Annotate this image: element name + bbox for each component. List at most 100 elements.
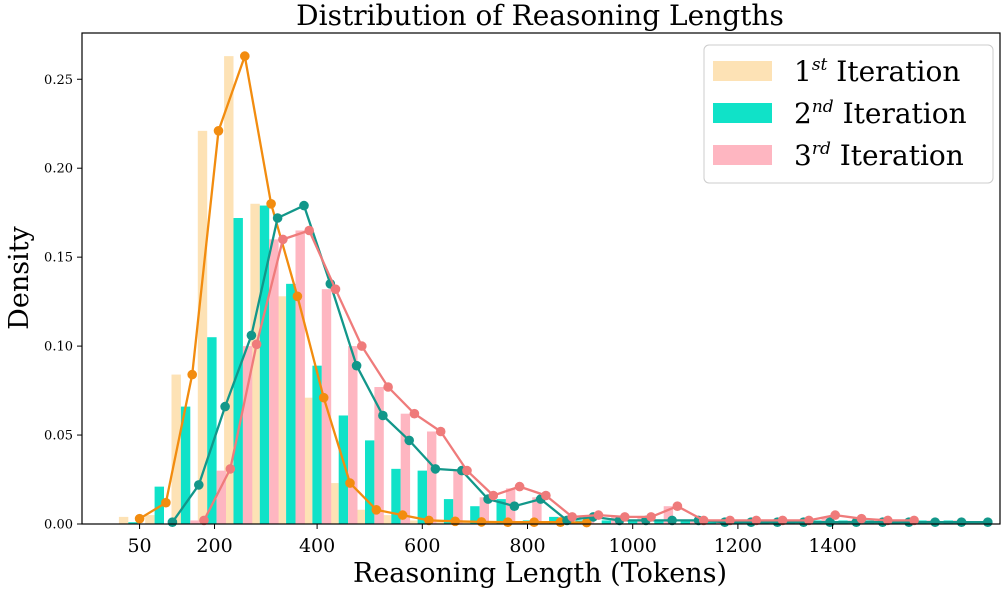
line-point-series-3-22	[777, 515, 788, 526]
line-point-series-1-1	[161, 497, 171, 508]
line-point-series-3-7	[383, 382, 393, 392]
line-point-series-3-3	[278, 234, 288, 245]
bar-series-2-bin-12	[443, 499, 454, 524]
bar-series-1-bin-9	[355, 509, 365, 524]
line-point-series-1-14	[503, 517, 513, 527]
bar-series-2-bin-5	[259, 205, 270, 524]
bar-series-1-bin-12	[434, 521, 444, 524]
line-point-series-3-18	[672, 501, 683, 512]
line-point-series-3-1	[225, 464, 236, 474]
line-point-series-3-8	[409, 408, 420, 419]
bar-series-1-bin-13	[460, 521, 471, 524]
bar-series-1-bin-8	[329, 483, 339, 524]
legend-label-series-3: 3rd Iteration	[794, 139, 964, 172]
bar-series-1-bin-4	[224, 56, 234, 524]
line-point-series-2-3	[246, 330, 257, 341]
line-point-series-3-9	[435, 426, 446, 437]
line-point-series-2-5	[299, 200, 309, 211]
line-point-series-1-4	[240, 51, 250, 61]
line-point-series-2-10	[430, 464, 441, 474]
y-tick-label: 0.20	[44, 162, 73, 177]
line-point-series-3-24	[830, 510, 840, 520]
bar-series-1-bin-5	[250, 203, 260, 524]
line-point-series-1-8	[345, 478, 355, 488]
line-point-series-3-20	[725, 515, 735, 526]
y-tick-label: 0.05	[44, 429, 73, 444]
y-tick-label: 0.00	[44, 518, 73, 533]
line-point-series-1-13	[476, 517, 487, 527]
legend-swatch-series-3	[713, 145, 772, 165]
line-point-series-2-30	[956, 517, 967, 527]
line-point-series-1-3	[213, 126, 224, 136]
line-point-series-2-7	[351, 360, 362, 371]
x-axis-ticks: 50 200 400 600 800 1000 1200 1400	[127, 524, 857, 557]
line-point-series-2-31	[983, 517, 993, 527]
bar-series-2-bin-10	[391, 468, 401, 524]
bar-series-3-bin-11	[427, 431, 437, 524]
x-tick-label: 400	[299, 535, 335, 557]
bar-series-3-bin-8	[348, 346, 358, 524]
bar-series-2-bin-2	[180, 406, 191, 524]
line-point-series-3-26	[883, 515, 893, 526]
bar-series-1-bin-0	[118, 516, 129, 524]
x-tick-label: 600	[404, 535, 440, 557]
y-axis-label: Density	[4, 225, 35, 329]
line-point-series-2-29	[930, 517, 940, 527]
line-point-series-1-9	[371, 505, 382, 515]
line-point-series-2-9	[404, 435, 415, 446]
line-point-series-1-11	[424, 515, 434, 526]
line-point-series-2-8	[378, 410, 388, 421]
line-point-series-3-4	[304, 225, 315, 236]
bar-series-2-bin-3	[207, 337, 217, 524]
line-point-series-1-2	[187, 369, 197, 380]
bar-series-2-bin-20	[654, 520, 664, 524]
x-tick-label: 50	[127, 535, 151, 557]
line-point-series-1-6	[292, 291, 303, 302]
line-point-series-3-13	[541, 490, 551, 501]
bar-series-2-bin-8	[338, 415, 349, 524]
line-point-series-1-12	[450, 516, 461, 527]
line-point-series-1-0	[134, 513, 145, 524]
line-point-series-2-13	[509, 501, 520, 512]
line-point-series-3-14	[567, 512, 577, 522]
bar-series-1-bin-3	[197, 130, 208, 524]
y-tick-label: 0.10	[44, 340, 73, 355]
bar-series-2-bin-13	[470, 506, 480, 524]
bar-series-3-bin-15	[532, 497, 542, 524]
x-tick-label: 1000	[609, 535, 657, 557]
line-point-series-3-23	[804, 515, 814, 526]
plot-area-frame	[81, 32, 1001, 525]
bar-series-2-bin-1	[154, 486, 164, 524]
line-point-series-3-19	[698, 515, 709, 526]
legend-label-series-2: 2nd Iteration	[794, 97, 967, 130]
legend-frame	[703, 44, 994, 184]
legend-swatch-series-2	[713, 103, 772, 123]
bar-series-2-bin-14	[496, 499, 506, 524]
line-point-series-3-25	[856, 513, 867, 524]
legend: 1st Iteration 2nd Iteration 3rd Iteration	[703, 44, 994, 184]
density-line-series-3	[202, 229, 915, 522]
line-point-series-3-6	[357, 341, 367, 351]
bar-series-3-bin-10	[400, 413, 411, 524]
line-point-series-3-17	[646, 512, 656, 522]
x-tick-label: 800	[509, 535, 545, 557]
bar-series-2-bin-18	[601, 520, 612, 524]
line-point-series-3-21	[751, 515, 762, 526]
bar-series-2-bin-19	[628, 520, 638, 524]
legend-label-series-1: 1st Iteration	[794, 55, 960, 88]
bar-series-3-bin-5	[269, 239, 279, 525]
line-point-series-2-2	[220, 401, 230, 412]
y-axis-ticks: 0.00 0.05 0.10 0.15 0.20 0.25	[44, 73, 82, 533]
line-point-series-3-0	[199, 515, 209, 526]
line-point-series-2-0	[167, 517, 178, 527]
bar-series-3-bin-20	[663, 506, 674, 524]
bar-series-1-bin-6	[276, 296, 287, 524]
chart-title: Distribution of Reasoning Lengths	[296, 0, 784, 32]
bar-series-1-bin-10	[381, 515, 392, 524]
line-point-series-3-12	[514, 481, 525, 492]
legend-swatch-series-1	[713, 61, 772, 81]
y-tick-label: 0.25	[44, 73, 73, 88]
bar-series-3-bin-2	[190, 520, 200, 524]
density-lines	[134, 51, 993, 528]
